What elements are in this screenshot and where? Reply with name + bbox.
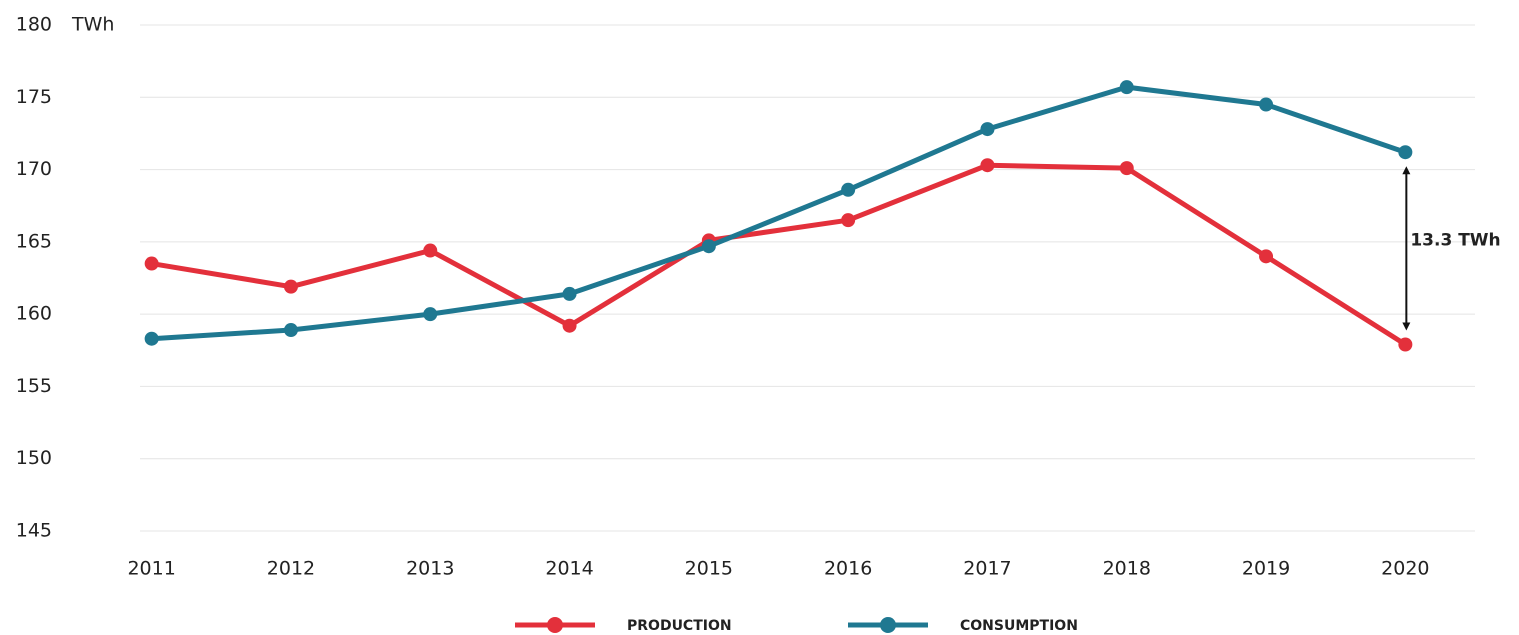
data-point	[144, 256, 159, 271]
x-tick-label: 2019	[1242, 558, 1290, 580]
data-point	[423, 307, 438, 322]
data-point	[1398, 145, 1413, 160]
x-tick-label: 2012	[267, 558, 315, 580]
arrow-head	[1402, 166, 1411, 175]
y-tick-label: 145	[16, 520, 52, 542]
y-tick-label: 165	[16, 230, 52, 252]
legend-dot	[880, 617, 896, 633]
series-line	[151, 162, 1407, 347]
y-tick-label: 170	[16, 158, 52, 180]
y-tick-label: 180	[16, 14, 52, 36]
data-point	[1259, 97, 1274, 112]
x-tick-label: 2015	[685, 558, 733, 580]
x-tick-label: 2014	[545, 558, 593, 580]
data-point	[841, 213, 856, 228]
y-tick-label: 160	[16, 303, 52, 325]
legend-label: PRODUCTION	[627, 618, 732, 634]
data-point	[1259, 249, 1274, 264]
x-tick-label: 2020	[1381, 558, 1429, 580]
data-point	[562, 286, 577, 301]
annotation: 13.3 TWh	[1410, 230, 1500, 250]
data-point	[144, 331, 159, 346]
data-point	[980, 158, 995, 173]
data-point	[841, 182, 856, 197]
data-point	[1119, 80, 1134, 95]
x-tick-label: 2011	[127, 558, 175, 580]
data-point	[283, 279, 298, 294]
x-tick-label: 2017	[963, 558, 1011, 580]
y-tick-label: 155	[16, 375, 52, 397]
x-tick-label: 2018	[1103, 558, 1151, 580]
x-tick-label: 2013	[406, 558, 454, 580]
arrow-head	[1402, 322, 1411, 331]
y-tick-label: 175	[16, 86, 52, 108]
data-point	[283, 323, 298, 338]
data-point	[1398, 337, 1413, 352]
data-point	[980, 122, 995, 137]
data-point	[701, 239, 716, 254]
y-tick-label: 150	[16, 447, 52, 469]
legend-label: CONSUMPTION	[960, 618, 1078, 634]
data-point	[562, 318, 577, 333]
series-line	[151, 84, 1407, 342]
y-unit: TWh	[71, 14, 114, 36]
data-point	[423, 243, 438, 258]
legend-dot	[547, 617, 563, 633]
x-tick-label: 2016	[824, 558, 872, 580]
data-point	[1119, 161, 1134, 176]
